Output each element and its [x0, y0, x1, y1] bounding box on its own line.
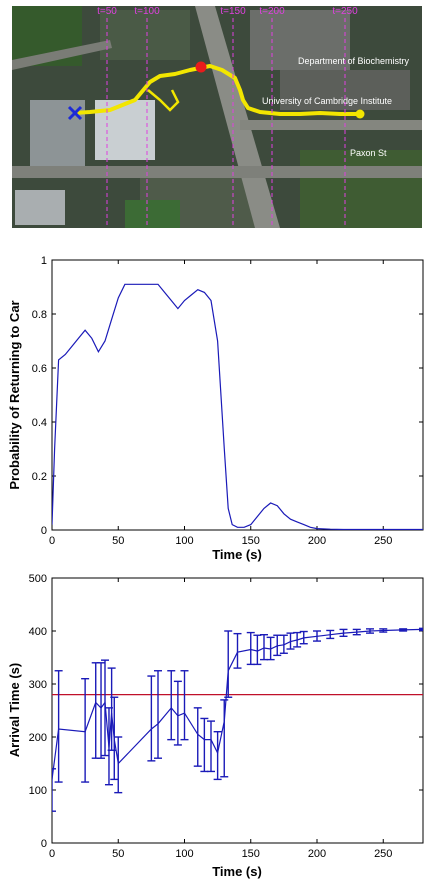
- x-tick-label: 50: [112, 848, 124, 860]
- time-marker-label: t=250: [332, 6, 358, 17]
- map-building-block: [15, 190, 65, 225]
- time-marker-label: t=100: [134, 6, 160, 17]
- map-building-block: [100, 10, 190, 60]
- probability-chart: 0 50 100 150 200 250 0 0.2 0.4 0.6 0.8 1 Time (s) P…: [7, 255, 424, 562]
- x-tick-label: 250: [374, 535, 392, 547]
- x-tick-label: 100: [175, 848, 193, 860]
- y-tick-label: 300: [29, 679, 47, 691]
- gps-trajectory-branch: [147, 89, 180, 112]
- y-tick-label: 200: [29, 732, 47, 744]
- time-marker-labels: t=50 t=100 t=150 t=200 t=250: [97, 6, 358, 17]
- x-tick-label: 200: [308, 535, 326, 547]
- y-tick-label: 0.6: [32, 363, 47, 375]
- x-tick-label: 250: [374, 848, 392, 860]
- time-marker-label: t=150: [220, 6, 246, 17]
- map-road: [240, 120, 422, 130]
- y-axis-label: Probability of Returning to Car: [7, 300, 22, 489]
- map-road: [12, 40, 112, 70]
- map-lawn: [125, 200, 180, 228]
- y-axis-label: Arrival Time (s): [7, 663, 22, 757]
- y-tick-label: 0.4: [32, 417, 47, 429]
- x-tick-label: 0: [49, 848, 55, 860]
- end-position-marker: [355, 109, 365, 119]
- y-tick-label: 1: [41, 255, 47, 267]
- plot-area: [51, 577, 424, 844]
- x-tick-label: 150: [242, 848, 260, 860]
- map-building-block: [250, 10, 350, 70]
- map-label-institute: University of Cambridge Institute: [262, 96, 392, 106]
- y-tick-label: 0: [41, 838, 47, 850]
- current-position-marker: [195, 61, 207, 73]
- time-marker-lines: [106, 18, 346, 228]
- y-tick-label: 400: [29, 626, 47, 638]
- x-axis-label: Time (s): [212, 864, 262, 879]
- axis-ticks: 0 50 100 150 200 250 0 100 200 300 400 500: [29, 573, 423, 860]
- arrival-time-chart: 0 50 100 150 200 250 0 100 200 300 400 500 Time (s)…: [7, 573, 424, 879]
- axis-ticks: 0 50 100 150 200 250 0 0.2 0.4 0.6 0.8 1: [32, 255, 423, 547]
- y-tick-label: 0.8: [32, 309, 47, 321]
- series-marks: [52, 283, 423, 530]
- series-line: [52, 283, 423, 530]
- satellite-map: Department of Biochemistry University of…: [12, 6, 422, 228]
- y-tick-label: 100: [29, 785, 47, 797]
- x-axis-label: Time (s): [212, 547, 262, 562]
- map-label-street: Paxon St: [350, 148, 387, 158]
- x-tick-label: 200: [308, 848, 326, 860]
- time-marker-label: t=200: [259, 6, 285, 17]
- series-marks: [52, 627, 423, 812]
- gps-trajectory: [73, 64, 360, 116]
- map-tree-area: [300, 150, 422, 228]
- y-tick-label: 0: [41, 525, 47, 537]
- x-tick-label: 0: [49, 535, 55, 547]
- x-tick-label: 50: [112, 535, 124, 547]
- y-tick-label: 0.2: [32, 471, 47, 483]
- car-location-marker: [67, 105, 83, 121]
- y-tick-label: 500: [29, 573, 47, 585]
- plot-area: [51, 259, 424, 531]
- x-tick-label: 100: [175, 535, 193, 547]
- map-label-biochemistry: Department of Biochemistry: [298, 56, 410, 66]
- time-marker-label: t=50: [97, 6, 117, 17]
- x-tick-label: 150: [242, 535, 260, 547]
- map-road: [12, 166, 422, 178]
